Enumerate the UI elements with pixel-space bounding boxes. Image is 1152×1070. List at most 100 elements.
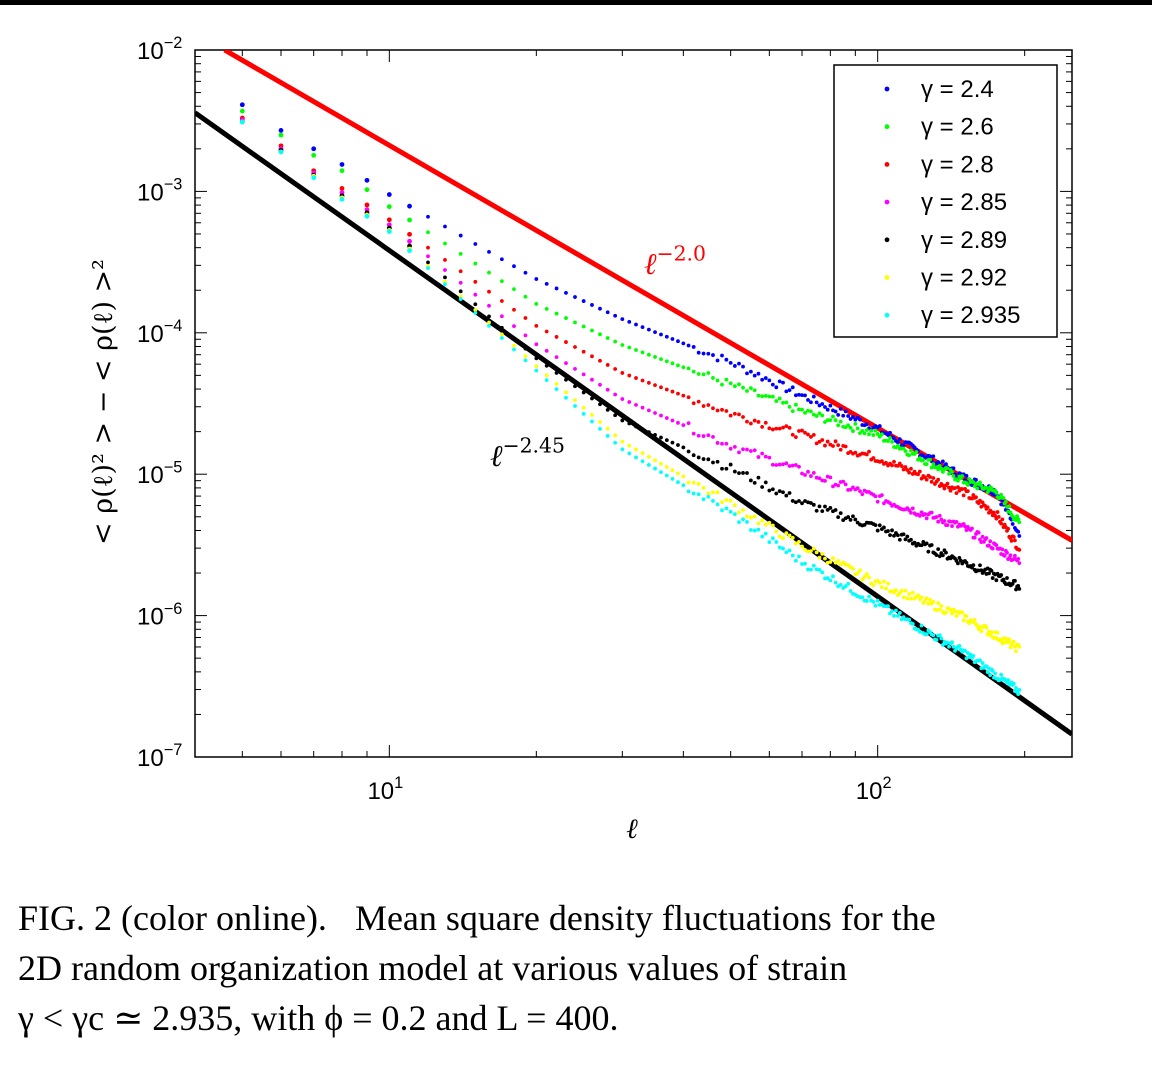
data-point <box>1013 538 1017 543</box>
data-point <box>364 187 370 193</box>
data-point <box>926 549 931 554</box>
data-point <box>879 459 884 464</box>
data-point <box>860 577 865 582</box>
data-point <box>897 437 902 442</box>
data-point <box>817 555 822 560</box>
data-point <box>820 413 825 418</box>
data-point <box>924 541 929 546</box>
data-point <box>756 455 761 459</box>
data-point <box>715 502 720 507</box>
data-point <box>627 373 632 378</box>
y-tick-label-base: 10 <box>137 179 164 206</box>
data-point <box>741 364 745 369</box>
data-point <box>950 524 954 528</box>
data-point <box>919 595 924 600</box>
data-point <box>974 495 978 500</box>
y-tick-label-exp: −7 <box>164 741 183 759</box>
caption-line-1: FIG. 2 (color online). Mean square densit… <box>18 893 1138 943</box>
data-point <box>990 576 995 580</box>
data-point <box>797 554 801 559</box>
data-point <box>994 543 999 548</box>
data-point <box>386 192 392 197</box>
data-point <box>426 214 430 219</box>
data-point <box>724 357 729 362</box>
data-point <box>670 440 675 445</box>
data-point <box>605 407 610 412</box>
data-point <box>853 450 858 455</box>
legend-marker <box>884 86 890 92</box>
data-point <box>867 594 871 599</box>
data-point <box>909 448 913 453</box>
data-point <box>928 475 932 479</box>
data-point <box>800 501 804 506</box>
data-point <box>239 119 245 125</box>
data-point <box>836 483 841 488</box>
data-point <box>846 423 851 428</box>
data-point <box>613 339 618 344</box>
data-point <box>924 462 929 467</box>
data-point <box>407 238 412 244</box>
data-point <box>386 229 392 234</box>
legend-marker <box>884 237 890 243</box>
data-point <box>882 579 886 584</box>
data-point <box>806 549 810 554</box>
data-point <box>620 371 625 375</box>
data-point <box>748 449 753 453</box>
data-point <box>833 439 838 444</box>
data-point <box>748 515 753 520</box>
data-point <box>728 446 733 451</box>
data-point <box>634 376 638 380</box>
data-point <box>473 302 478 307</box>
data-point <box>681 341 686 346</box>
data-point <box>841 413 846 418</box>
data-point <box>777 379 782 384</box>
data-point <box>867 432 871 437</box>
data-point <box>892 613 896 618</box>
data-point <box>676 420 680 425</box>
data-point <box>732 469 737 474</box>
data-point <box>386 217 392 223</box>
legend-marker <box>884 275 890 280</box>
data-point <box>793 500 798 505</box>
data-point <box>1001 496 1006 500</box>
data-point <box>443 224 447 229</box>
data-point <box>473 311 478 315</box>
data-point <box>867 449 871 454</box>
data-point <box>756 527 761 532</box>
data-point <box>787 548 792 553</box>
data-point <box>848 425 853 430</box>
data-point <box>895 443 900 448</box>
data-point <box>737 382 741 387</box>
data-point <box>711 460 715 465</box>
data-point <box>831 574 835 579</box>
data-point <box>971 480 976 485</box>
data-point <box>790 535 795 540</box>
data-point <box>653 355 657 359</box>
data-point <box>311 152 317 158</box>
data-point <box>944 610 948 615</box>
data-point <box>728 413 733 418</box>
data-point <box>646 408 651 413</box>
data-point <box>934 608 939 613</box>
data-point <box>836 515 841 520</box>
data-point <box>670 476 675 481</box>
data-point <box>871 456 876 460</box>
data-point <box>458 269 463 274</box>
data-point <box>787 533 792 538</box>
data-point <box>871 583 876 588</box>
x-tick-label-base: 10 <box>367 778 394 805</box>
data-point <box>732 512 737 516</box>
data-point <box>817 439 822 444</box>
data-point <box>701 372 706 377</box>
data-point <box>841 479 846 484</box>
data-point <box>670 468 675 473</box>
data-point <box>965 651 970 655</box>
data-point <box>848 589 853 593</box>
caption-line-3: γ < γc ≃ 2.935, with ϕ = 0.2 and L = 400… <box>18 998 619 1038</box>
data-point <box>917 629 922 634</box>
data-point <box>820 570 825 575</box>
data-point <box>620 447 625 452</box>
data-point <box>767 394 772 399</box>
data-point <box>828 506 833 510</box>
data-point <box>544 378 549 383</box>
